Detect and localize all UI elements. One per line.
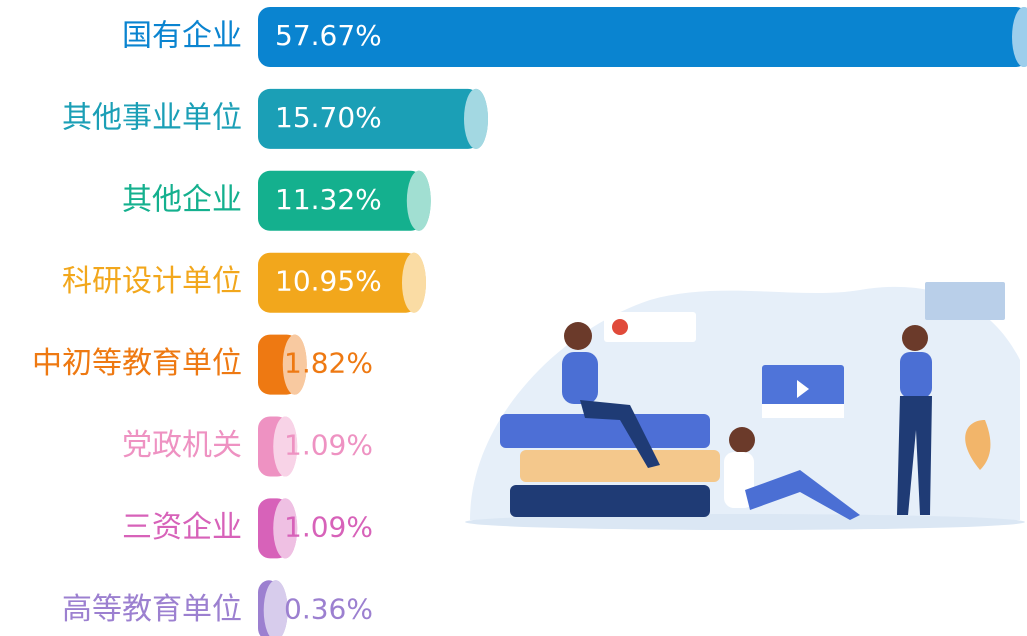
category-label: 高等教育单位 [62,592,242,627]
bar-cap-highlight [401,252,426,313]
bar [258,88,480,149]
value-label: 1.09% [284,429,373,462]
illustration [465,282,1025,530]
chat-card [925,282,1005,320]
value-label: 0.36% [284,592,373,625]
category-label: 党政机关 [122,428,242,463]
body [900,352,932,398]
bar-cap-highlight [406,170,431,231]
bar-cap-highlight [273,416,298,477]
chat-card [604,312,696,342]
value-label: 1.09% [284,510,373,543]
video-bar [762,404,844,418]
bar-cap-highlight [1012,7,1027,67]
bar-cap-highlight [463,88,488,149]
value-label: 10.95% [275,265,382,298]
bar [258,7,1027,67]
bar [258,170,423,231]
body [562,352,598,404]
leaf [965,420,991,470]
category-label: 科研设计单位 [62,264,242,299]
book [500,414,710,448]
category-label: 三资企业 [122,510,242,545]
book [520,450,720,482]
legs [745,470,860,520]
play-icon [612,319,628,335]
bar-cap-highlight [282,334,307,395]
play-icon [797,380,809,398]
value-label: 15.70% [275,101,382,134]
value-label: 57.67% [275,19,382,52]
value-label: 1.82% [284,347,373,380]
book [510,485,710,517]
category-label: 其他企业 [122,182,242,217]
head [902,325,928,351]
head [729,427,755,453]
head [564,322,592,350]
legs [580,400,660,468]
category-label: 中初等教育单位 [32,346,242,381]
value-label: 11.32% [275,183,382,216]
category-label: 其他事业单位 [62,100,242,135]
ground [465,514,1025,530]
legs [897,396,932,515]
bar [258,252,418,313]
bar-cap-highlight [263,580,288,636]
bar-cap-highlight [273,498,298,559]
category-label: 国有企业 [122,19,242,54]
